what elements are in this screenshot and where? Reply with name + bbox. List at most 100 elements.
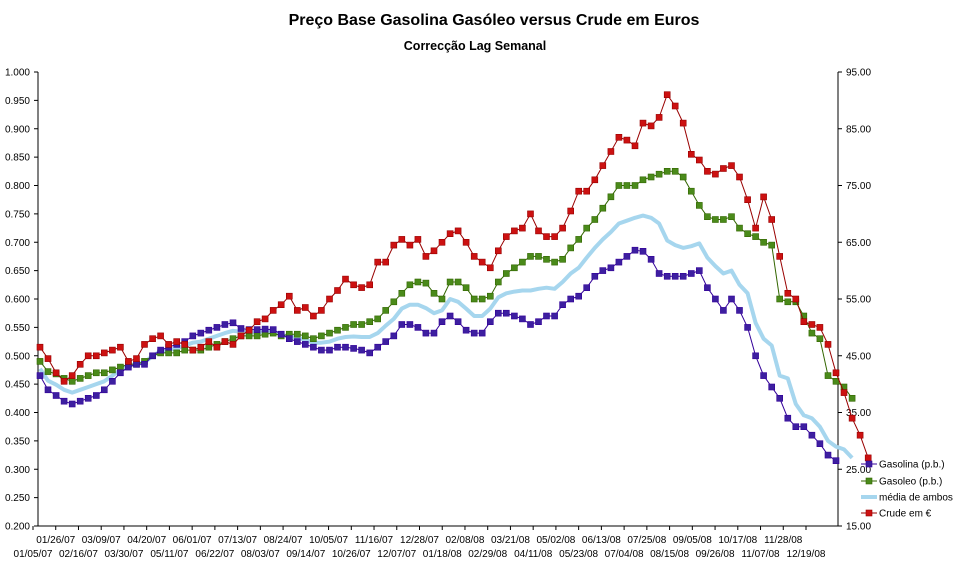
right-tick-label: 65.00 [846, 238, 871, 249]
data-point [446, 278, 454, 286]
data-point [197, 343, 205, 351]
data-point [535, 253, 542, 260]
data-point [60, 377, 68, 385]
data-point [350, 345, 357, 352]
x-tick-label: 07/13/07 [218, 535, 257, 546]
chart-subtitle: Correcção Lag Semanal [404, 39, 546, 53]
data-point [430, 247, 438, 255]
data-point [486, 264, 494, 272]
data-point [824, 341, 832, 348]
x-tick-label: 12/07/07 [377, 549, 416, 560]
data-point [125, 363, 132, 371]
data-point [832, 457, 840, 465]
data-point [728, 213, 735, 220]
data-point [293, 307, 301, 314]
x-tick-label: 10/26/07 [332, 549, 371, 560]
data-point [117, 363, 124, 371]
data-point [671, 272, 679, 280]
data-point [101, 369, 108, 377]
data-point [478, 295, 486, 303]
data-point [824, 372, 832, 379]
data-point [543, 233, 550, 240]
left-axis-ticks: 0.200 0.250 0.300 0.350 0.400 0.450 0.500 0.550… [5, 68, 38, 533]
data-point [583, 284, 591, 292]
left-tick-label: 0.450 [5, 380, 30, 391]
data-point [44, 355, 52, 362]
data-point [342, 275, 349, 283]
data-point [462, 326, 470, 334]
x-tick-label: 03/30/07 [104, 549, 143, 560]
series-1 [36, 168, 856, 402]
data-point [792, 423, 800, 431]
data-point [840, 389, 848, 396]
x-tick-label: 07/25/08 [627, 535, 666, 546]
data-point [149, 335, 156, 343]
data-point [109, 366, 116, 374]
data-point [816, 335, 824, 343]
x-tick-label: 08/15/08 [650, 549, 689, 560]
data-point [213, 343, 221, 351]
data-point [470, 253, 478, 260]
data-point [36, 372, 44, 379]
data-point [406, 241, 414, 249]
data-point [310, 312, 317, 320]
chart-title: Preço Base Gasolina Gasóleo versus Crude… [289, 12, 700, 29]
data-point [679, 272, 687, 280]
data-point [639, 119, 647, 127]
data-point [744, 324, 751, 331]
data-point [326, 295, 333, 303]
data-point [285, 335, 293, 343]
left-tick-label: 0.250 [5, 493, 30, 504]
data-point [318, 307, 325, 314]
legend-label: Crude em € [879, 509, 932, 520]
data-point [760, 193, 767, 201]
data-point [527, 210, 534, 218]
data-point [486, 292, 494, 300]
data-point [245, 332, 253, 340]
series-0 [36, 246, 840, 465]
legend-label: Gasolina (p.b.) [879, 460, 945, 471]
x-tick-label: 01/26/07 [36, 535, 75, 546]
data-point [68, 400, 76, 408]
data-point [543, 255, 550, 263]
data-point [551, 312, 558, 320]
x-tick-label: 01/05/07 [14, 549, 53, 560]
data-point [752, 233, 759, 240]
legend-label: Gasoleo (p.b.) [879, 477, 942, 488]
data-point [671, 168, 679, 175]
data-point [647, 122, 655, 130]
data-point [784, 414, 792, 422]
data-point [728, 162, 735, 169]
data-point [261, 315, 269, 323]
data-point [133, 360, 140, 368]
left-tick-label: 0.200 [5, 522, 30, 533]
data-point [157, 332, 164, 340]
data-point [382, 307, 390, 314]
left-tick-label: 1.000 [5, 68, 30, 79]
data-point [374, 343, 382, 351]
data-point [165, 349, 172, 357]
data-point [527, 253, 534, 260]
data-point [679, 173, 687, 181]
data-point [567, 295, 575, 303]
data-point [84, 372, 92, 379]
data-point [366, 318, 374, 326]
data-point [551, 258, 558, 266]
data-point [366, 349, 374, 357]
data-point [221, 321, 229, 328]
data-point [575, 187, 583, 195]
data-point [663, 168, 671, 175]
right-tick-label: 25.00 [846, 465, 871, 476]
data-point [663, 91, 671, 98]
data-point [591, 216, 599, 223]
data-point [293, 330, 301, 338]
data-point [808, 329, 816, 337]
x-tick-label: 03/09/07 [82, 535, 121, 546]
data-point [502, 309, 510, 317]
data-point [776, 295, 784, 303]
data-point [494, 309, 502, 317]
data-point [647, 173, 655, 181]
data-point [744, 230, 751, 237]
x-tick-label: 04/20/07 [127, 535, 166, 546]
